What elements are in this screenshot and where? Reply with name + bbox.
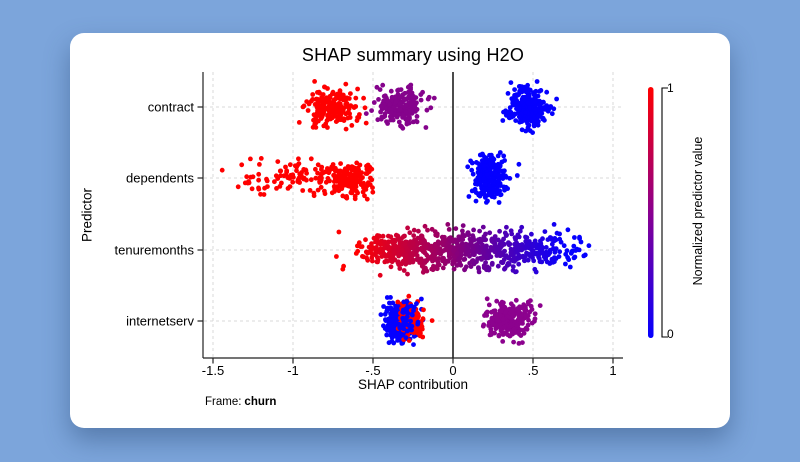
category-label-internetserv: internetserv <box>126 314 194 329</box>
scatter-cluster-contract <box>500 79 559 135</box>
shap-scatter-plot: -1.5 -1 -.5 0 .5 1 contract dependents tenuremon… <box>115 72 668 378</box>
colorbar-gradient <box>648 87 654 338</box>
plot-title: SHAP summary using H2O <box>301 45 525 65</box>
scatter-cluster-contract <box>296 79 369 132</box>
x-tick-label: -1.5 <box>202 363 224 378</box>
x-axis-ticks: -1.5 -1 -.5 0 .5 1 <box>202 358 617 378</box>
frame-note-prefix: Frame: <box>205 396 242 408</box>
frame-note: Frame: churn <box>205 396 276 408</box>
scatter-cluster-dependents <box>465 150 522 205</box>
scatter-points <box>219 79 592 347</box>
x-tick-label: .5 <box>528 363 539 378</box>
y-axis-title: Predictor <box>79 187 95 243</box>
y-axis-ticks: contract dependents tenuremonths internetse… <box>115 100 203 329</box>
x-tick-label: -.5 <box>365 363 380 378</box>
x-axis-title: SHAP contribution <box>357 377 469 392</box>
colorbar-title: Normalized predictor value <box>691 136 705 286</box>
colorbar-bracket <box>661 87 668 338</box>
category-label-contract: contract <box>148 100 195 115</box>
x-tick-label: 1 <box>609 363 616 378</box>
scatter-cluster-internetserv <box>480 296 543 346</box>
colorbar-min-label: 0 <box>667 327 674 341</box>
x-tick-label: -1 <box>287 363 299 378</box>
x-tick-label: 0 <box>449 363 456 378</box>
frame-note-value: churn <box>244 396 277 408</box>
scatter-cluster-contract <box>363 82 437 131</box>
chart-card: -1.5 -1 -.5 0 .5 1 contract dependents tenuremon… <box>70 33 730 428</box>
colorbar-max-label: 1 <box>667 81 674 95</box>
scatter-cluster-tenuremonths <box>382 222 592 275</box>
axes <box>202 72 623 359</box>
scatter-cluster-internetserv <box>383 299 421 341</box>
scatter-cluster-dependents <box>219 156 367 199</box>
category-label-tenuremonths: tenuremonths <box>115 243 195 258</box>
category-label-dependents: dependents <box>126 171 194 186</box>
